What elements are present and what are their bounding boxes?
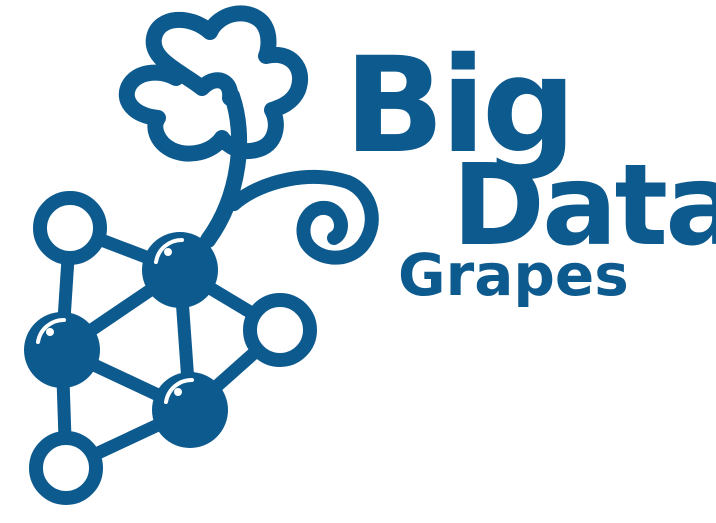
- grape-berry-bottom: [152, 372, 228, 448]
- berry-highlights: [36, 237, 194, 404]
- grape-berries: [24, 232, 228, 448]
- node-right: [243, 293, 317, 367]
- grape-berry-top: [142, 232, 218, 308]
- node-top-left: [33, 191, 107, 265]
- logo-word-data: Data: [452, 141, 716, 271]
- logo-word-grapes: Grapes: [398, 241, 629, 309]
- grape-berry-left: [24, 312, 100, 388]
- hollow-nodes: [29, 191, 317, 505]
- node-bottom-left: [29, 431, 103, 505]
- logo-word-big: Big: [344, 29, 576, 183]
- molecule-grape-cluster-icon: [24, 191, 317, 505]
- grape-leaf-icon: [118, 5, 308, 162]
- berry-glints: [46, 248, 182, 396]
- vine-tendril-icon: [200, 88, 379, 265]
